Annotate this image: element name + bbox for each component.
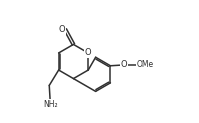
Text: O: O [59, 25, 65, 34]
Text: OMe: OMe [136, 60, 153, 69]
Text: O: O [121, 60, 127, 69]
Text: O: O [85, 48, 92, 57]
Text: NH₂: NH₂ [43, 100, 58, 109]
